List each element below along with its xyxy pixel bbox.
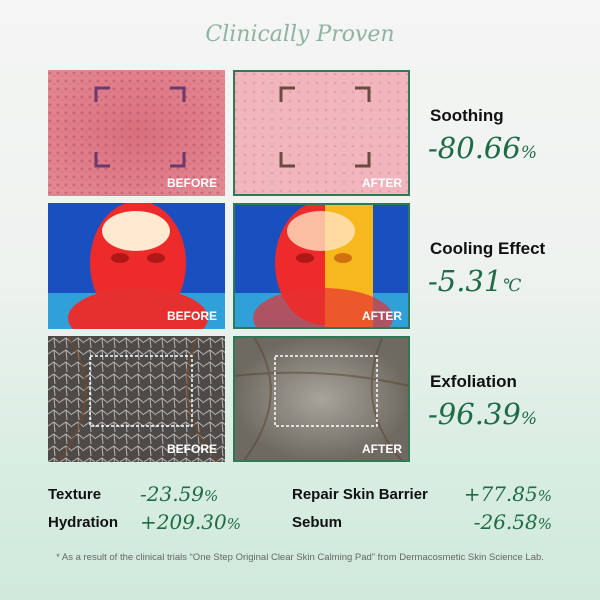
stat-label: Texture <box>48 486 102 503</box>
stat-label: Repair Skin Barrier <box>292 486 428 503</box>
after-image: AFTER <box>232 335 411 463</box>
unit: % <box>520 143 537 163</box>
after-label: AFTER <box>362 309 402 323</box>
unit: % <box>537 487 552 505</box>
value: -5.31 <box>428 264 503 298</box>
value: +77.85 <box>463 482 538 506</box>
unit: % <box>226 515 242 533</box>
stat-value: -26.58% <box>474 510 552 534</box>
unit: % <box>204 487 219 505</box>
before-label: BEFORE <box>166 176 217 190</box>
value: -23.59 <box>140 482 205 506</box>
after-image: AFTER <box>233 201 410 348</box>
before-label: BEFORE <box>166 309 217 323</box>
value: +209.30 <box>140 510 227 534</box>
metric-value: -96.39% <box>428 397 537 431</box>
before-image: BEFORE <box>48 70 225 196</box>
unit: ℃ <box>502 276 522 296</box>
metric-value: -5.31℃ <box>428 264 521 298</box>
after-image: AFTER <box>233 70 410 196</box>
footnote: * As a result of the clinical trials “On… <box>56 552 544 563</box>
value: -26.58 <box>473 510 538 534</box>
value: -80.66 <box>428 131 521 165</box>
title: Clinically Proven <box>205 22 395 47</box>
metric-label: Soothing <box>430 106 504 125</box>
before-image: BEFORE <box>48 335 225 463</box>
before-image: BEFORE <box>48 201 225 348</box>
unit: % <box>537 515 552 533</box>
stat-label: Hydration <box>48 514 119 531</box>
metric-label: Cooling Effect <box>430 239 546 258</box>
metric-label: Exfoliation <box>430 372 517 391</box>
metric-value: -80.66% <box>428 131 537 165</box>
stat-value: +77.85% <box>464 482 552 506</box>
after-label: AFTER <box>362 442 402 456</box>
stat-label: Sebum <box>292 514 343 531</box>
value: -96.39 <box>428 397 521 431</box>
stat-value: -23.59% <box>140 482 218 506</box>
before-label: BEFORE <box>166 442 217 456</box>
stat-value: +209.30% <box>140 510 241 534</box>
after-label: AFTER <box>362 176 402 190</box>
unit: % <box>520 409 537 429</box>
